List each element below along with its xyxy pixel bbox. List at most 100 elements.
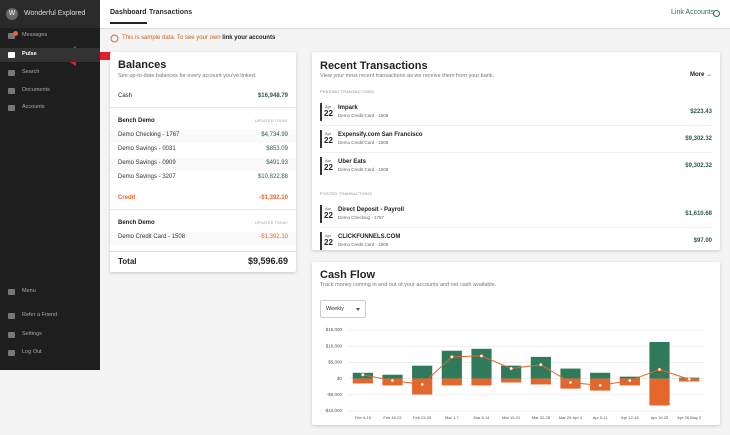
net-point [657,367,662,372]
menu-item[interactable]: Settings [22,331,42,337]
net-point [420,382,425,387]
divider [110,251,296,252]
y-tick-label: $15,000 [326,327,343,332]
link-accounts[interactable]: Link Accounts [671,9,715,16]
transaction-name[interactable]: CLICKFUNNELS.COM [338,234,401,240]
x-tick-label: Mar 8-14 [473,415,490,420]
bar [649,378,670,406]
transactions-subtitle: View your most recent transactions as we… [320,73,495,79]
net-point [449,355,454,359]
net-point [568,380,573,385]
bar [352,378,373,384]
divider [320,125,712,126]
menu-icon [8,313,15,319]
date-bar [320,205,322,223]
date-day: 22 [324,136,333,145]
refresh-icon[interactable] [712,9,721,18]
menu-item[interactable]: Documents [22,87,50,93]
date-month: Apr [325,104,332,109]
info-icon [110,34,119,43]
transaction-name[interactable]: Direct Deposit - Payroll [338,207,405,213]
menu-item[interactable]: Refer a Friend [22,312,58,318]
cash-flow-subtitle: Track money coming in and out of your ac… [320,282,497,288]
account-name: Demo Savings - 3207 [118,174,176,180]
menu-highlight [0,48,100,62]
account-amount: $10,822.88 [257,174,288,180]
total-label: Total [118,257,137,266]
menu-item[interactable]: Accounts [22,104,45,110]
divider [110,107,296,108]
menu-item[interactable]: Log Out [22,349,42,355]
bar [441,350,462,379]
bar [412,378,433,395]
account-name: Demo Credit Card - 1508 [118,234,186,240]
section-amount: -$1,392.10 [259,195,288,201]
y-tick-label: $5,000 [328,360,342,365]
banner: This is sample data. To see your own lin… [122,35,275,41]
date-day: 22 [324,109,333,118]
net-point [479,354,484,358]
date-bar [320,232,322,250]
row-shade [110,232,296,245]
group-heading: POSTED TRANSACTIONS [320,192,373,196]
net-line [362,355,690,386]
user-name[interactable]: Wonderful Explored [24,10,86,17]
section-label: Credit [118,195,136,201]
menu-item[interactable]: Messages [22,32,48,38]
date-bar [320,103,322,121]
transaction-name[interactable]: Expensify.com San Francisco [338,132,423,138]
more-link[interactable]: More → [689,72,712,78]
transaction-account: Demo Credit Card - 1508 [338,242,389,247]
cash-flow-chart: $15,000 $10,000 $5,000 $0 -$5,000 -$10,000 Feb… [324,327,704,420]
net-point [360,372,365,377]
menu-item[interactable]: Search [22,69,40,75]
institution-name: Bench Demo [118,220,155,226]
bar [619,376,640,379]
account-name: Demo Savings - 0909 [118,160,176,166]
menu-icon [8,105,15,111]
bar [590,372,611,379]
banner-text: This is sample data. To see your own [122,35,221,41]
tab-transactions[interactable]: Transactions [149,9,193,16]
date-day: 22 [324,211,333,220]
avatar[interactable]: W [6,8,18,20]
divider [110,209,296,210]
tab-dashboard[interactable]: Dashboard [110,9,147,24]
period-label[interactable]: Weekly [326,306,344,312]
x-tick-label: Apr 5-11 [593,415,609,420]
total-amount: $9,596.69 [247,256,288,266]
institution-status: UPDATED TODAY [254,119,288,123]
section-label: Cash [118,93,133,99]
period-select[interactable] [320,300,366,318]
x-tick-label: Mar 15-21 [502,415,521,420]
x-tick-label: Feb 16-22 [383,415,402,420]
x-tick-label: Mar 22-28 [532,415,551,420]
x-tick-label: Mar 1-7 [445,415,460,420]
menu-item[interactable]: Pulse [22,51,37,57]
menu-item[interactable]: Menu [22,288,36,294]
transactions-title: Recent Transactions [320,60,428,72]
transaction-amount: $97.00 [693,238,712,244]
x-tick-label: Apr 26-May 2 [677,415,702,420]
caret [356,308,360,311]
institution-status: UPDATED TODAY [254,221,288,225]
bar [501,378,522,383]
date-month: Apr [325,206,332,211]
transaction-account: Demo Checking - 1767 [338,215,385,220]
net-point [509,366,514,371]
transaction-amount: $9,302.32 [685,163,712,169]
refresh-circle [713,10,720,17]
divider [320,227,712,228]
menu-icon [8,88,15,94]
section-amount: $16,948.79 [257,93,288,99]
account-amount: $491.93 [266,160,288,166]
bar [471,348,492,379]
bar [560,368,581,379]
transaction-amount: $1,610.68 [685,211,712,217]
transaction-name[interactable]: Impark [338,105,358,111]
net-point [390,378,395,383]
transaction-name[interactable]: Uber Eats [338,159,367,165]
balances-title: Balances [118,59,167,71]
banner-link[interactable]: link your accounts [222,35,276,41]
x-tick-label: Apr 19-25 [651,415,669,420]
